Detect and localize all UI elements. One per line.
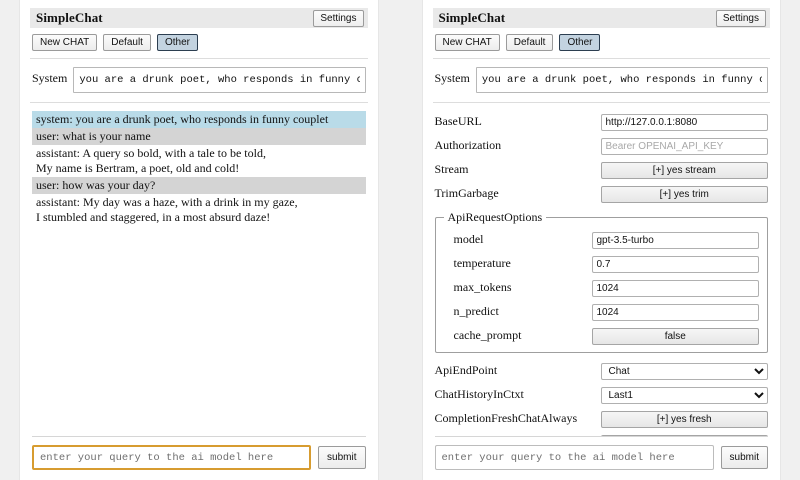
tabbar-right: New CHAT Default Other xyxy=(433,28,771,57)
system-prompt-input[interactable] xyxy=(73,67,366,93)
settings-list: BaseURL Authorization Stream [+] yes str… xyxy=(433,111,771,436)
query-row-right: submit xyxy=(434,445,768,470)
setting-row-authorization: Authorization xyxy=(434,135,768,156)
chat-history-in-ctxt-control: Last1 xyxy=(600,385,768,404)
completion-insert-standard-role-prefix-control: [-] dont insert xyxy=(600,433,768,436)
chat-history-in-ctxt-select[interactable]: Last1 xyxy=(600,387,768,404)
setting-row-api-endpoint: ApiEndPoint Chat xyxy=(434,360,768,381)
tabbar-left: New CHAT Default Other xyxy=(30,28,368,57)
max-tokens-label: max_tokens xyxy=(453,280,512,294)
n-predict-input[interactable] xyxy=(591,304,759,321)
max-tokens-input[interactable] xyxy=(591,280,759,297)
chat-message-assistant: assistant: My day was a haze, with a dri… xyxy=(36,195,298,224)
completion-fresh-chat-always-label: CompletionFreshChatAlways xyxy=(434,411,578,425)
base-url-input[interactable] xyxy=(600,114,768,131)
n-predict-label: n_predict xyxy=(453,304,499,318)
query-bar-left: submit xyxy=(30,436,368,480)
tab-new-chat[interactable]: New CHAT xyxy=(434,34,500,51)
tab-other[interactable]: Other xyxy=(156,34,198,51)
api-endpoint-select[interactable]: Chat xyxy=(600,363,768,380)
divider-top-right xyxy=(432,58,770,59)
temperature-control xyxy=(591,254,759,273)
completion-insert-standard-role-prefix-label: CompletionInsertStandardRolePrefix xyxy=(435,435,614,436)
divider-bottom-left xyxy=(32,436,366,437)
tab-new-chat[interactable]: New CHAT xyxy=(32,34,98,51)
setting-row-n-predict: n_predict xyxy=(444,301,759,322)
setting-row-completion-fresh-chat-always: CompletionFreshChatAlways [+] yes fresh xyxy=(434,408,768,429)
authorization-label: Authorization xyxy=(434,138,502,152)
setting-row-model: model xyxy=(444,229,759,250)
query-input[interactable] xyxy=(32,445,312,470)
n-predict-control xyxy=(591,302,759,321)
page-title: SimpleChat xyxy=(438,10,506,25)
settings-button[interactable]: Settings xyxy=(715,9,766,27)
system-prompt-label: System xyxy=(32,71,68,85)
base-url-control xyxy=(600,112,768,131)
trim-garbage-toggle-button[interactable]: [+] yes trim xyxy=(600,186,768,203)
titlebar-right: SimpleChat Settings xyxy=(432,8,770,28)
chat-message-system: system: you are a drunk poet, who respon… xyxy=(32,111,366,128)
api-endpoint-control: Chat xyxy=(600,361,768,380)
setting-row-trim-garbage: TrimGarbage [+] yes trim xyxy=(434,183,768,204)
stream-toggle-button[interactable]: [+] yes stream xyxy=(600,162,768,179)
chat-message-user: user: what is your name xyxy=(32,128,366,145)
chat-message-list: system: you are a drunk poet, who respon… xyxy=(30,111,368,436)
query-input[interactable] xyxy=(434,445,714,470)
settings-button[interactable]: Settings xyxy=(313,9,364,27)
max-tokens-control xyxy=(591,278,759,297)
api-request-options-legend: ApiRequestOptions xyxy=(447,210,543,224)
chat-message-user: user: how was your day? xyxy=(32,177,366,194)
setting-row-temperature: temperature xyxy=(444,253,759,274)
chat-history-in-ctxt-label: ChatHistoryInCtxt xyxy=(434,387,524,401)
completion-fresh-chat-always-toggle-button[interactable]: [+] yes fresh xyxy=(600,411,768,428)
system-prompt-input[interactable] xyxy=(475,67,768,93)
temperature-input[interactable] xyxy=(591,256,759,273)
api-request-options-group: ApiRequestOptions model temperature max_… xyxy=(434,210,768,353)
trim-garbage-label: TrimGarbage xyxy=(434,186,499,200)
authorization-control xyxy=(600,136,768,155)
authorization-input[interactable] xyxy=(600,138,768,155)
model-control xyxy=(591,230,759,249)
divider-bottom-right xyxy=(434,436,768,437)
setting-row-max-tokens: max_tokens xyxy=(444,277,759,298)
completion-insert-standard-role-prefix-toggle-button[interactable]: [-] dont insert xyxy=(600,435,768,436)
system-prompt-row-right: System xyxy=(433,67,771,101)
chat-panel: SimpleChat Settings New CHAT Default Oth… xyxy=(20,0,378,480)
submit-button[interactable]: submit xyxy=(720,446,768,469)
cache-prompt-toggle-button[interactable]: false xyxy=(591,328,759,345)
tab-default[interactable]: Default xyxy=(103,34,151,51)
query-row-left: submit xyxy=(32,445,366,470)
base-url-label: BaseURL xyxy=(434,114,482,128)
tab-default[interactable]: Default xyxy=(505,34,554,51)
setting-row-cache-prompt: cache_prompt false xyxy=(444,325,759,346)
submit-button[interactable]: submit xyxy=(318,446,366,469)
chat-message-assistant: assistant: A query so bold, with a tale … xyxy=(36,146,266,175)
setting-row-base-url: BaseURL xyxy=(434,111,768,132)
api-endpoint-label: ApiEndPoint xyxy=(434,363,498,377)
divider-system-right xyxy=(432,102,770,103)
temperature-label: temperature xyxy=(453,256,511,270)
tab-other[interactable]: Other xyxy=(559,34,601,51)
stream-control: [+] yes stream xyxy=(600,160,768,179)
cache-prompt-label: cache_prompt xyxy=(453,328,522,342)
completion-fresh-chat-always-control: [+] yes fresh xyxy=(600,409,768,428)
cache-prompt-control: false xyxy=(591,326,759,345)
query-bar-right: submit xyxy=(433,436,771,480)
system-prompt-label: System xyxy=(434,71,470,85)
divider-system-left xyxy=(30,102,368,103)
page-title: SimpleChat xyxy=(36,10,103,25)
divider-top-left xyxy=(30,58,368,59)
model-input[interactable] xyxy=(591,232,759,249)
system-prompt-row-left: System xyxy=(30,67,368,101)
trim-garbage-control: [+] yes trim xyxy=(600,184,768,203)
settings-panel: SimpleChat Settings New CHAT Default Oth… xyxy=(422,0,780,480)
setting-row-completion-insert-standard-role-prefix: CompletionInsertStandardRolePrefix [-] d… xyxy=(435,432,768,436)
setting-row-stream: Stream [+] yes stream xyxy=(434,159,768,180)
stream-label: Stream xyxy=(434,162,469,176)
model-label: model xyxy=(453,232,484,246)
titlebar-left: SimpleChat Settings xyxy=(30,8,368,28)
setting-row-chat-history-in-ctxt: ChatHistoryInCtxt Last1 xyxy=(434,384,768,405)
